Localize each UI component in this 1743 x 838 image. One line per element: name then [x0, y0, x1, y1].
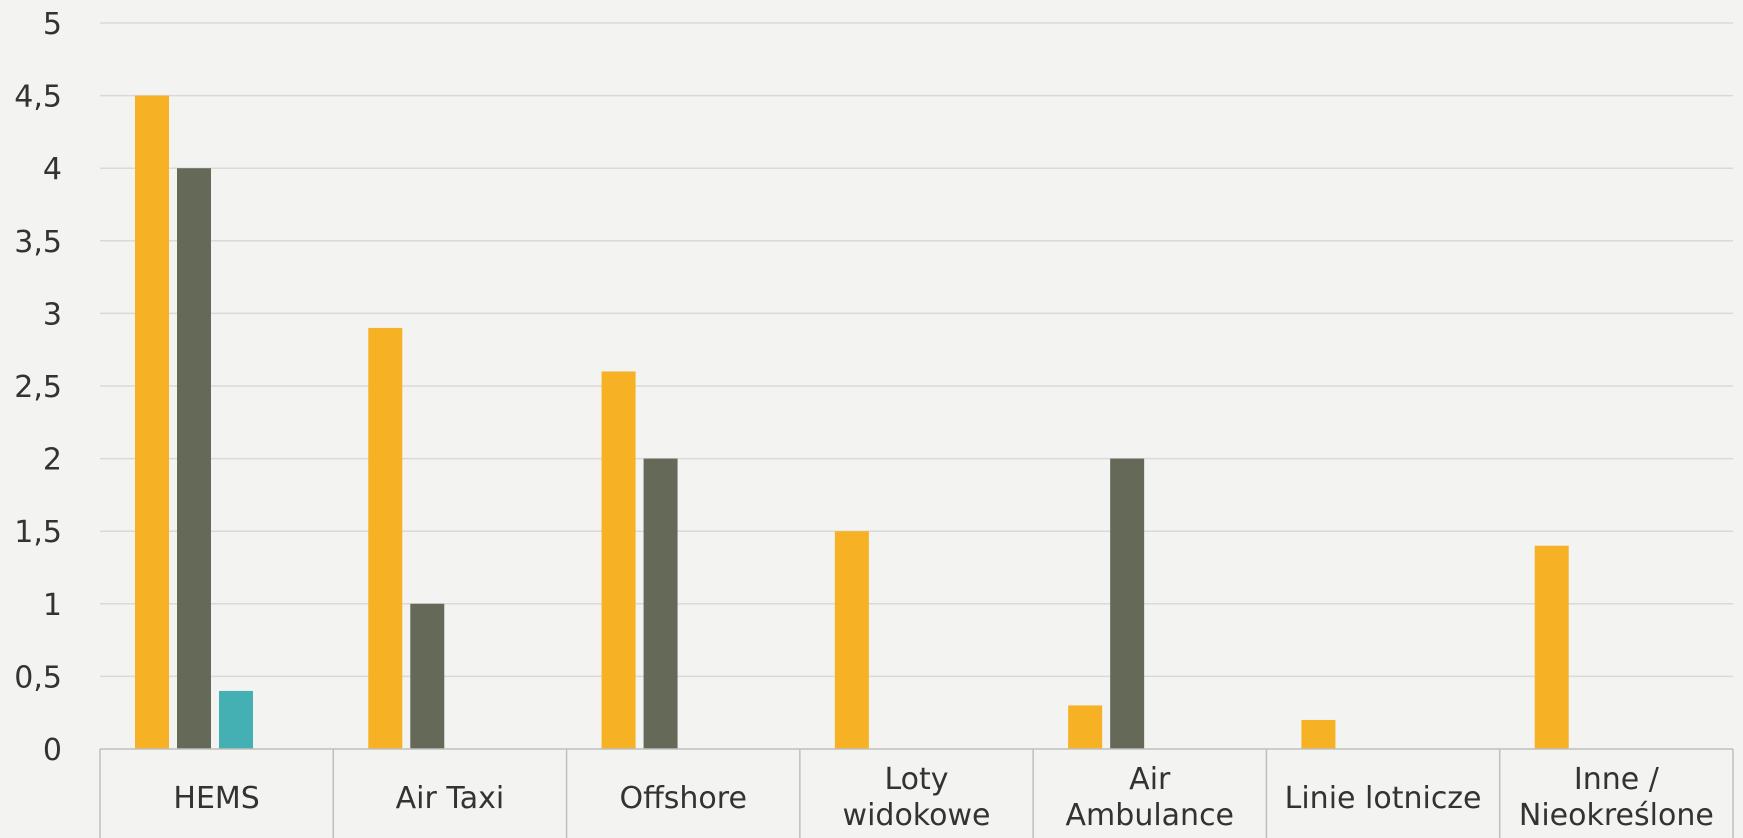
- bar: [219, 690, 253, 749]
- bar: [834, 531, 869, 749]
- bar: [177, 168, 211, 749]
- y-tick-label: 4: [43, 152, 62, 187]
- category-label: Ambulance: [1066, 798, 1235, 833]
- category-label: Air: [1129, 762, 1171, 797]
- category-label: widokowe: [843, 798, 991, 833]
- bar: [1534, 545, 1569, 749]
- bar: [368, 327, 403, 749]
- category-label: HEMS: [173, 781, 259, 816]
- y-tick-label: 5: [43, 7, 62, 42]
- bar: [410, 603, 445, 749]
- category-label: Inne /: [1574, 762, 1660, 797]
- y-axis-tick-labels: 0 0,5 1 1,5 2 2,5 3 3,5 4 4,5 5: [14, 7, 62, 768]
- y-tick-label: 0: [43, 733, 62, 768]
- bar: [135, 95, 169, 750]
- bars: [135, 95, 1569, 750]
- grid-lines: [100, 22, 1733, 678]
- bar: [643, 458, 678, 749]
- y-tick-label: 0,5: [14, 660, 62, 695]
- y-tick-label: 1,5: [14, 515, 62, 550]
- bar: [601, 371, 636, 749]
- y-tick-label: 2: [43, 443, 62, 478]
- bar: [1068, 705, 1103, 749]
- bar: [1301, 719, 1336, 749]
- category-label: Offshore: [620, 781, 747, 816]
- y-tick-label: 3,5: [14, 225, 62, 260]
- category-label: Loty: [884, 762, 948, 797]
- y-tick-label: 4,5: [14, 80, 62, 115]
- y-tick-label: 3: [43, 297, 62, 332]
- y-tick-label: 1: [43, 588, 62, 623]
- category-label: Nieokreślone: [1519, 798, 1714, 833]
- y-tick-label: 2,5: [14, 370, 62, 405]
- category-label: Linie lotnicze: [1285, 781, 1482, 816]
- category-label: Air Taxi: [396, 781, 505, 816]
- bar: [1110, 458, 1145, 749]
